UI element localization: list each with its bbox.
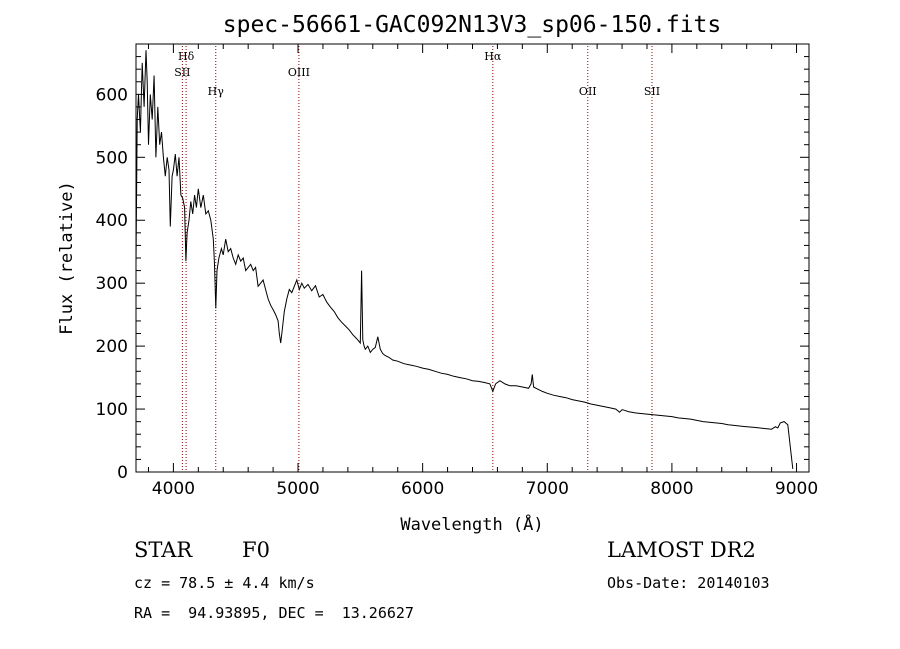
redshift-info: cz = 78.5 ± 4.4 km/s bbox=[134, 574, 315, 592]
x-axis-label: Wavelength (Å) bbox=[400, 513, 543, 535]
coordinates-info: RA = 94.93895, DEC = 13.26627 bbox=[134, 604, 414, 622]
spectral-line-label: Hα bbox=[484, 50, 502, 63]
x-tick-label: 7000 bbox=[526, 479, 569, 499]
x-tick-label: 5000 bbox=[276, 479, 319, 499]
axis-ticks bbox=[136, 43, 809, 473]
y-tick-label: 200 bbox=[96, 337, 128, 357]
x-tick-label: 9000 bbox=[775, 479, 818, 499]
spectral-line-label: SII bbox=[644, 85, 660, 98]
x-tick-label: 8000 bbox=[650, 479, 693, 499]
spectral-line-label: Hδ bbox=[178, 50, 195, 63]
object-class: STAR bbox=[134, 538, 193, 562]
survey-name: LAMOST DR2 bbox=[607, 538, 756, 562]
y-tick-label: 600 bbox=[96, 85, 128, 105]
object-subclass: F0 bbox=[242, 538, 270, 562]
spectral-line-label: SII bbox=[174, 66, 190, 79]
y-tick-label: 400 bbox=[96, 211, 128, 231]
y-axis-label: Flux (relative) bbox=[57, 181, 77, 335]
spectral-line-label: Hγ bbox=[208, 85, 225, 98]
chart-title: spec-56661-GAC092N13V3_sp06-150.fits bbox=[223, 12, 722, 38]
spectrum-line bbox=[135, 50, 794, 469]
y-tick-label: 300 bbox=[96, 274, 128, 294]
x-tick-label: 4000 bbox=[152, 479, 195, 499]
x-tick-label: 6000 bbox=[401, 479, 444, 499]
spectral-line-label: OIII bbox=[288, 66, 310, 79]
spectral-line-label: OII bbox=[579, 85, 597, 98]
observation-date: Obs-Date: 20140103 bbox=[607, 574, 770, 592]
spectral-line-markers: Hδ SII Hγ OIII Hα OII SII bbox=[174, 46, 660, 472]
y-tick-label: 100 bbox=[96, 400, 128, 420]
y-tick-label: 500 bbox=[96, 148, 128, 168]
tick-labels: 4000 5000 6000 7000 8000 9000 0 100 200 300 400 500… bbox=[96, 85, 819, 499]
y-tick-label: 0 bbox=[117, 463, 128, 483]
